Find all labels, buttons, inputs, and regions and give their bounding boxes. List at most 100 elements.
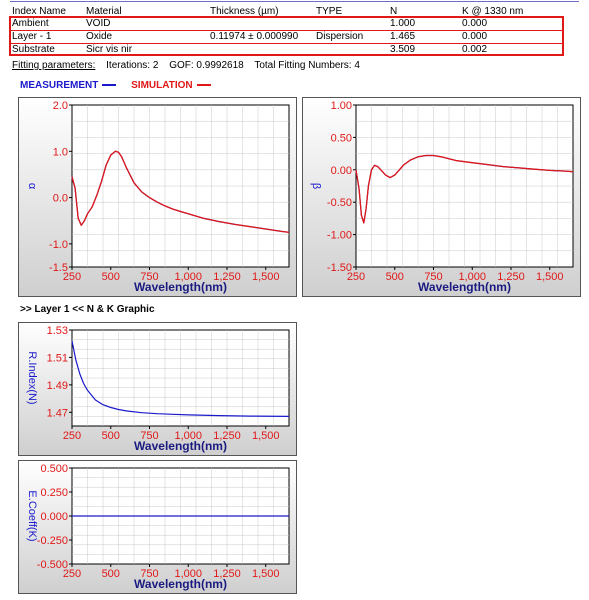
y-tick-label: -0.50: [327, 197, 352, 209]
row-k: 0.000: [462, 31, 488, 42]
x-axis-title: Wavelength(nm): [134, 280, 227, 294]
row-k: 0.000: [462, 18, 488, 29]
x-tick-label: 1,000: [458, 271, 486, 283]
row-n: 1.465: [390, 31, 416, 42]
row-material: Sicr vis nir: [86, 44, 133, 55]
layers-highlight-box: [9, 16, 564, 56]
row-k: 0.002: [462, 44, 488, 55]
x-axis-title: Wavelength(nm): [418, 280, 511, 294]
y-tick-label: 0.50: [331, 132, 352, 144]
x-tick-label: 1,500: [252, 568, 280, 580]
y-tick-label: 1.47: [47, 407, 68, 419]
x-tick-label: 1,000: [174, 271, 202, 283]
row-name: Ambient: [12, 18, 49, 29]
legend-measurement: MEASUREMENT: [20, 80, 117, 91]
series-line-n: [71, 340, 290, 417]
x-tick-label: 750: [140, 568, 158, 580]
x-tick-label: 250: [63, 271, 81, 283]
col-k: K @ 1330 nm: [462, 6, 524, 17]
row-separator: [11, 43, 562, 44]
x-tick-label: 1,000: [174, 568, 202, 580]
x-tick-label: 1,500: [252, 430, 280, 442]
table-header-row: Index Name Material Thickness (µm) TYPE …: [10, 5, 579, 18]
row-name: Layer - 1: [12, 31, 52, 42]
x-tick-label: 250: [63, 430, 81, 442]
col-n: N: [390, 6, 398, 17]
chart-extinction-coeff: 250 500 750 1,000 1,250 1,500 -0.500 -0.250 0.00…: [18, 460, 297, 594]
x-tick-label: 750: [424, 271, 442, 283]
x-tick-label: 250: [347, 271, 365, 283]
table-row: Ambient VOID 1.000 0.000: [10, 17, 579, 30]
y-tick-label: -1.00: [327, 230, 352, 242]
total-fitting-value: Total Fitting Numbers: 4: [254, 60, 360, 71]
y-tick-label: 0.000: [40, 511, 68, 523]
x-tick-label: 500: [102, 271, 120, 283]
y-tick-label: 0.00: [331, 165, 352, 177]
fitting-label: Fitting parameters:: [12, 60, 96, 71]
row-name: Substrate: [12, 44, 55, 55]
y-tick-label: 1.51: [47, 352, 68, 364]
x-tick-label: 1,250: [497, 271, 525, 283]
table-row: Substrate Sicr vis nir 3.509 0.002: [10, 43, 579, 56]
legend-simulation-swatch: [196, 84, 211, 87]
y-tick-label: 2.0: [53, 100, 68, 112]
y-tick-label: -1.50: [327, 262, 352, 274]
legend-measurement-swatch: [102, 84, 117, 87]
y-tick-label: -1.5: [49, 262, 68, 274]
legend-simulation-label: SIMULATION: [131, 80, 193, 91]
y-axis-title: α: [26, 183, 38, 190]
x-tick-label: 750: [140, 430, 158, 442]
row-n: 1.000: [390, 18, 416, 29]
y-tick-label: -1.0: [49, 239, 68, 251]
x-tick-label: 1,250: [213, 430, 241, 442]
table-row: Layer - 1 Oxide 0.11974 ± 0.000990 Dispe…: [10, 30, 579, 43]
row-thickness: 0.11974 ± 0.000990: [210, 31, 299, 42]
y-tick-label: 0.250: [40, 487, 68, 499]
iterations-value: Iterations: 2: [106, 60, 159, 71]
y-tick-label: 1.53: [47, 325, 68, 337]
row-type: Dispersion: [316, 31, 364, 42]
x-tick-label: 500: [102, 568, 120, 580]
col-thickness: Thickness (µm): [210, 6, 279, 17]
row-separator: [11, 30, 562, 31]
x-tick-label: 750: [140, 271, 158, 283]
section-title: >> Layer 1 << N & K Graphic: [20, 304, 155, 315]
x-axis-title: Wavelength(nm): [134, 577, 227, 591]
gof-value: GOF: 0.9992618: [169, 60, 244, 71]
y-tick-label: 0.500: [40, 463, 68, 475]
chart-alpha: 250 500 750 1,000 1,250 1,500 -1.5 -1.0 0.0 1.0 2.…: [18, 97, 297, 297]
x-tick-label: 1,500: [536, 271, 564, 283]
legend-measurement-label: MEASUREMENT: [20, 80, 99, 91]
row-material: Oxide: [86, 31, 113, 42]
x-tick-label: 1,250: [213, 271, 241, 283]
col-index-name: Index Name: [12, 6, 66, 17]
col-material: Material: [86, 6, 122, 17]
x-tick-label: 250: [63, 568, 81, 580]
row-material: VOID: [86, 18, 111, 29]
x-tick-label: 1,250: [213, 568, 241, 580]
header-rule: [10, 1, 579, 2]
y-axis-title: E.Coeff(K): [26, 490, 38, 541]
col-type: TYPE: [316, 6, 343, 17]
x-tick-label: 500: [386, 271, 404, 283]
y-axis-title: β: [310, 183, 322, 189]
y-axis-title: R.Index(N): [26, 351, 38, 404]
series-line-simulation: [71, 150, 290, 233]
x-tick-label: 1,500: [252, 271, 280, 283]
x-tick-label: 500: [102, 430, 120, 442]
y-tick-label: 1.0: [53, 146, 68, 158]
legend-simulation: SIMULATION: [131, 80, 211, 91]
series-line-simulation: [355, 154, 574, 224]
x-tick-label: 1,000: [174, 430, 202, 442]
y-tick-label: -0.250: [37, 535, 68, 547]
fitting-summary: Fitting parameters: Iterations: 2 GOF: 0…: [12, 60, 368, 71]
y-tick-label: -0.500: [37, 559, 68, 571]
y-tick-label: 1.00: [331, 100, 352, 112]
chart-legend: MEASUREMENT SIMULATION: [20, 80, 211, 91]
x-axis-title: Wavelength(nm): [134, 439, 227, 453]
chart-refractive-index: 250 500 750 1,000 1,250 1,500 1.47 1.49 1.51 1.53…: [18, 322, 297, 456]
y-tick-label: 1.49: [47, 380, 68, 392]
y-tick-label: 0.0: [53, 193, 68, 205]
row-n: 3.509: [390, 44, 416, 55]
chart-beta: 250 500 750 1,000 1,250 1,500 -1.50 -1.00 -0.50 0…: [302, 97, 581, 297]
